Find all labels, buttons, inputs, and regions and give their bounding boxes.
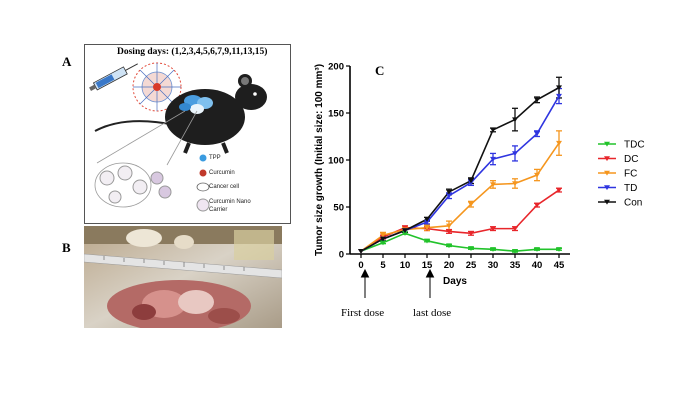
- first-dose-label: First dose: [341, 307, 385, 319]
- data-point-tdc: [380, 240, 386, 246]
- data-point-con: [402, 228, 408, 234]
- x-tick-label: 25: [466, 260, 477, 271]
- dose-arrows: [360, 268, 435, 298]
- syringe-icon: [89, 63, 138, 91]
- series-line-con: [360, 86, 560, 252]
- series-line-td: [360, 95, 560, 252]
- data-point-tdc: [468, 246, 474, 251]
- data-point-con: [512, 117, 518, 123]
- data-point-con: [468, 178, 474, 184]
- data-point-tdc: [424, 238, 430, 244]
- data-point-fc: [424, 225, 430, 231]
- data-point-dc: [446, 229, 452, 235]
- tpp-icon: [199, 154, 207, 162]
- y-tick-label: 200: [328, 62, 344, 73]
- data-point-con: [534, 97, 540, 103]
- data-point-td: [490, 156, 496, 162]
- data-point-fc: [490, 182, 496, 188]
- data-point-td: [556, 93, 562, 99]
- data-point-fc: [446, 223, 452, 229]
- legend-nano-carrier: Curcumin Nano Carrier: [209, 199, 251, 213]
- cancer-cells-cluster: [94, 162, 172, 208]
- legend-marker-tdc: [604, 141, 610, 147]
- data-point-fc: [468, 201, 474, 207]
- legend-label-tdc: TDC: [624, 140, 645, 151]
- data-point-dc: [534, 202, 540, 208]
- x-tick-label: 15: [422, 260, 433, 271]
- legend-marker-fc: [604, 170, 610, 176]
- last-dose-label: last dose: [413, 307, 452, 319]
- nano-carrier-icon: [196, 198, 210, 212]
- data-point-tdc: [402, 231, 408, 236]
- legend-marker-con: [604, 199, 610, 205]
- x-tick-label: 20: [444, 260, 455, 271]
- ruler: [84, 253, 282, 279]
- data-point-fc: [534, 172, 540, 178]
- legend-tpp: TPP: [209, 155, 221, 161]
- data-point-con: [556, 85, 562, 91]
- data-point-tdc: [446, 243, 452, 249]
- data-point-td: [424, 219, 430, 225]
- data-point-fc: [556, 140, 562, 146]
- mouse-photo-image: [84, 226, 282, 328]
- x-tick-label: 45: [554, 260, 565, 271]
- dosing-days-title: Dosing days: (1,2,3,4,5,6,7,9,11,13,15): [117, 47, 268, 57]
- data-point-con: [380, 236, 386, 242]
- series-line-dc: [360, 189, 560, 252]
- data-point-dc: [468, 231, 474, 236]
- panel-label-c: C: [375, 63, 385, 78]
- legend-cancer-cell: Cancer cell: [209, 184, 240, 190]
- x-tick-label: 30: [488, 260, 499, 271]
- schematic-panel: Dosing days: (1,2,3,4,5,6,7,9,11,13,15): [84, 44, 291, 224]
- y-tick-label: 100: [328, 156, 344, 167]
- legend-label-fc: FC: [624, 169, 637, 180]
- x-tick-label: 35: [510, 260, 521, 271]
- nanocarrier-icon: [132, 62, 182, 112]
- legend-label-td: TD: [624, 183, 637, 194]
- data-point-tdc: [556, 247, 562, 252]
- curcumin-icon: [199, 169, 207, 177]
- data-point-dc: [556, 187, 562, 193]
- x-tick-label: 0: [358, 260, 363, 271]
- series-line-fc: [360, 142, 560, 252]
- x-tick-label: 40: [532, 260, 543, 271]
- x-tick-label: 5: [380, 260, 386, 271]
- mouse-photo: [84, 226, 282, 328]
- panel-label-b: B: [62, 240, 71, 255]
- data-point-tdc: [534, 247, 540, 252]
- data-point-td: [512, 151, 518, 157]
- y-tick-label: 0: [339, 250, 344, 261]
- data-point-con: [446, 189, 452, 195]
- data-point-tdc: [490, 247, 496, 252]
- y-axis-label: Tumor size growth (Initial size: 100 mm³…: [314, 64, 325, 256]
- series-line-tdc: [360, 232, 559, 252]
- legend-label-dc: DC: [624, 154, 638, 165]
- cancer-cell-icon: [196, 182, 210, 192]
- data-point-con: [424, 217, 430, 222]
- y-tick-label: 50: [333, 203, 344, 214]
- chart-axes: [349, 66, 570, 255]
- data-point-td: [446, 193, 452, 199]
- schematic-drawing: [89, 62, 267, 212]
- legend-marker-td: [604, 185, 610, 191]
- data-point-td: [534, 131, 540, 137]
- data-point-dc: [512, 226, 518, 232]
- data-point-dc: [490, 226, 496, 232]
- x-tick-label: 10: [400, 260, 411, 271]
- legend-label-con: Con: [624, 198, 642, 209]
- data-point-tdc: [512, 248, 518, 254]
- data-point-fc: [512, 181, 518, 187]
- tumor-mass: [179, 95, 213, 114]
- y-tick-label: 150: [328, 109, 344, 120]
- data-point-con: [490, 127, 496, 133]
- panel-label-a: A: [62, 54, 72, 69]
- x-axis-label: Days: [443, 276, 467, 287]
- legend-curcumin: Curcumin: [209, 170, 235, 176]
- data-point-fc: [380, 233, 386, 238]
- legend-marker-dc: [604, 156, 610, 162]
- mouse-illustration: [94, 74, 267, 154]
- data-point-con: [358, 248, 364, 254]
